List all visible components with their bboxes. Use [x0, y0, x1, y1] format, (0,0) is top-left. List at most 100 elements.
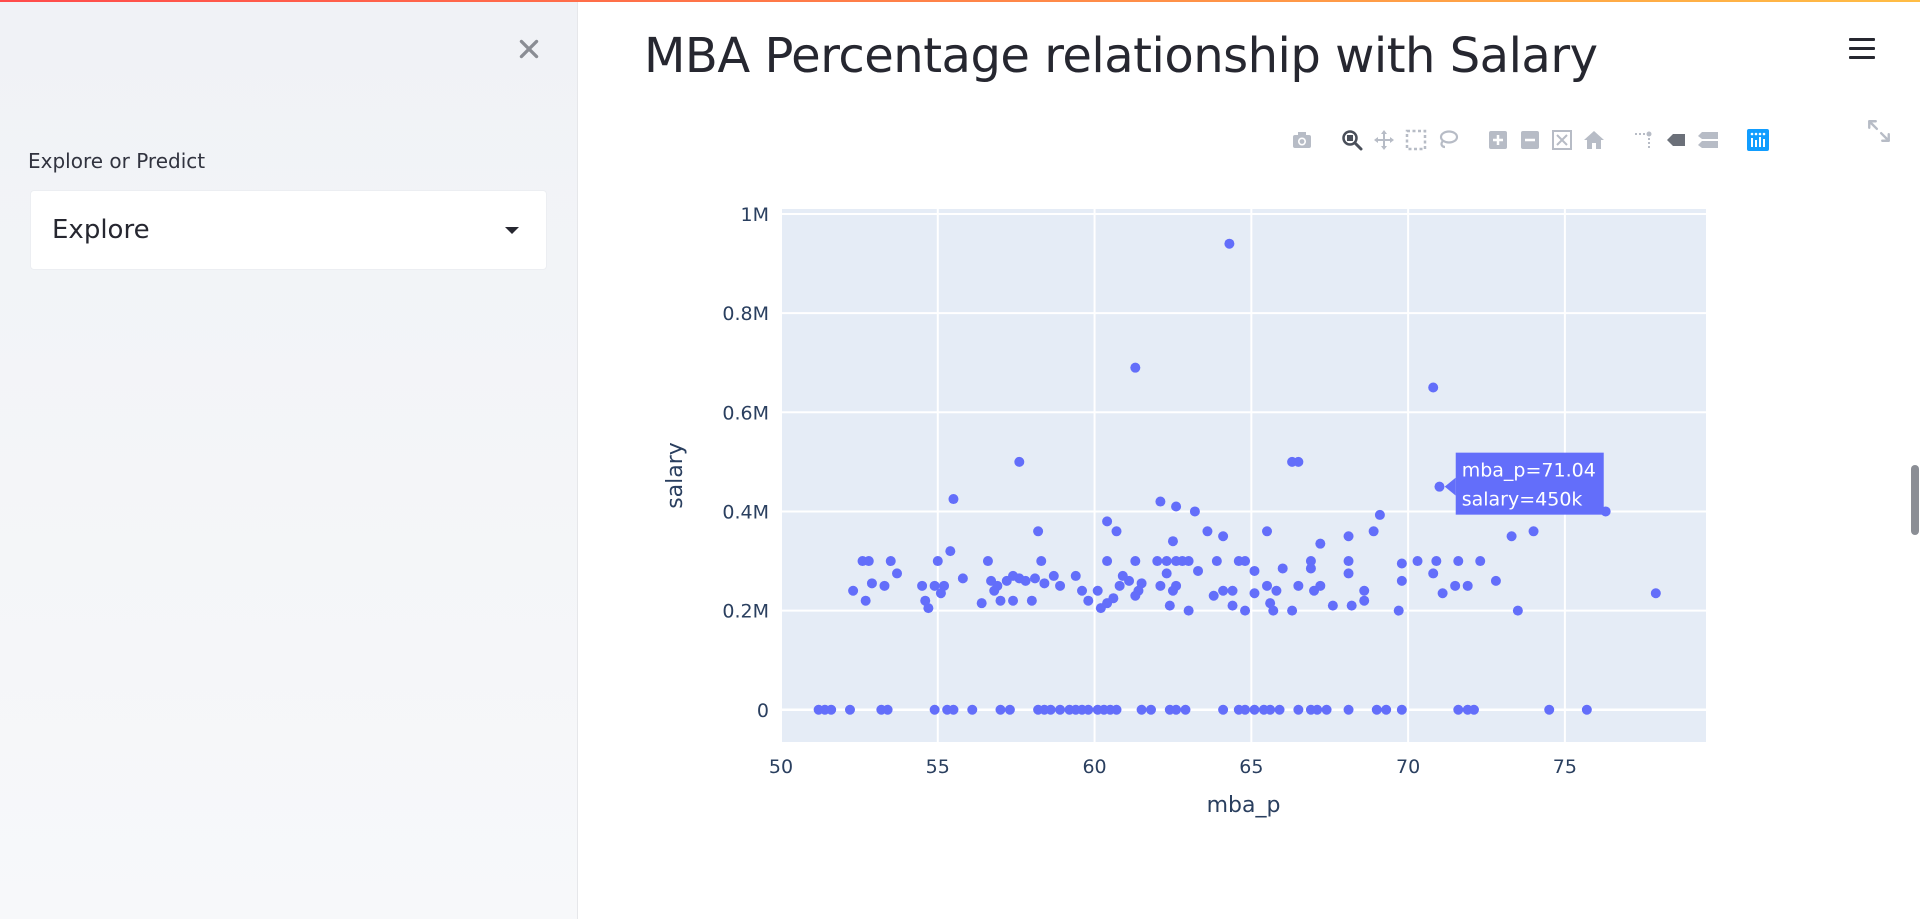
scatter-point[interactable]	[1412, 556, 1423, 567]
scatter-point[interactable]	[1293, 580, 1304, 591]
scatter-point[interactable]	[1315, 580, 1326, 591]
scatter-point[interactable]	[1218, 531, 1229, 542]
autoscale-button[interactable]	[1546, 124, 1578, 156]
scatter-point[interactable]	[1033, 526, 1044, 537]
scatter-point[interactable]	[1359, 595, 1370, 606]
scatter-point[interactable]	[1262, 526, 1273, 537]
sidebar-close-button[interactable]	[510, 30, 548, 68]
scatter-point[interactable]	[1343, 531, 1354, 542]
reset-axes-button[interactable]	[1578, 124, 1610, 156]
scatter-point[interactable]	[1359, 585, 1370, 596]
scatter-point[interactable]	[1262, 580, 1273, 591]
scatter-point[interactable]	[1490, 575, 1501, 586]
scatter-point[interactable]	[1114, 580, 1125, 591]
scatter-point[interactable]	[1183, 556, 1194, 567]
scatter-point[interactable]	[1396, 558, 1407, 569]
scatter-point[interactable]	[1202, 526, 1213, 537]
scatter-point[interactable]	[1070, 570, 1081, 581]
scatter-point[interactable]	[1327, 600, 1338, 611]
scatter-point[interactable]	[1475, 556, 1486, 567]
scatter-point[interactable]	[992, 580, 1003, 591]
scatter-point[interactable]	[1218, 704, 1229, 715]
scatter-point[interactable]	[1293, 456, 1304, 467]
scatter-point[interactable]	[1346, 600, 1357, 611]
scatter-point[interactable]	[1428, 568, 1439, 579]
fullscreen-button[interactable]	[1862, 114, 1896, 148]
scatter-point[interactable]	[1453, 704, 1464, 715]
scatter-point[interactable]	[1014, 456, 1025, 467]
page-scrollbar[interactable]	[1911, 465, 1919, 535]
scatter-point[interactable]	[1650, 588, 1661, 599]
scatter-point[interactable]	[1108, 593, 1119, 604]
scatter-point[interactable]	[1048, 570, 1059, 581]
scatter-point[interactable]	[1020, 575, 1031, 586]
scatter-point[interactable]	[1183, 605, 1194, 616]
scatter-point[interactable]	[1208, 590, 1219, 601]
scatter-point[interactable]	[1271, 585, 1282, 596]
scatter-point[interactable]	[1305, 556, 1316, 567]
scatter-point[interactable]	[1036, 556, 1047, 567]
scatter-point[interactable]	[1111, 526, 1122, 537]
scatter-point[interactable]	[1004, 704, 1015, 715]
scatter-point[interactable]	[1152, 556, 1163, 567]
scatter-point[interactable]	[1434, 481, 1445, 492]
scatter-point[interactable]	[1171, 704, 1182, 715]
scatter-point[interactable]	[929, 580, 940, 591]
scatter-point[interactable]	[1083, 595, 1094, 606]
scatter-point[interactable]	[929, 704, 940, 715]
scatter-point[interactable]	[1393, 605, 1404, 616]
scatter-point[interactable]	[1130, 590, 1141, 601]
scatter-point[interactable]	[1249, 588, 1260, 599]
scatter-point[interactable]	[995, 704, 1006, 715]
scatter-point[interactable]	[948, 494, 959, 505]
scatter-point[interactable]	[1381, 704, 1392, 715]
explore-predict-select[interactable]: Explore	[30, 190, 547, 270]
zoom-button[interactable]	[1336, 124, 1368, 156]
scatter-point[interactable]	[957, 573, 968, 584]
scatter-point[interactable]	[1233, 556, 1244, 567]
scatter-point[interactable]	[1008, 595, 1019, 606]
scatter-point[interactable]	[1512, 605, 1523, 616]
scatter-point[interactable]	[1171, 501, 1182, 512]
scatter-point[interactable]	[1164, 600, 1175, 611]
scatter-point[interactable]	[1371, 704, 1382, 715]
scatter-point[interactable]	[1026, 595, 1037, 606]
scatter-point[interactable]	[1130, 556, 1141, 567]
scatter-point[interactable]	[1462, 580, 1473, 591]
scatter-point[interactable]	[1136, 704, 1147, 715]
scatter-point[interactable]	[1249, 565, 1260, 576]
scatter-point[interactable]	[1249, 704, 1260, 715]
main-menu-button[interactable]	[1842, 30, 1882, 66]
scatter-point[interactable]	[1506, 531, 1517, 542]
scatter-point[interactable]	[967, 704, 978, 715]
scatter-point[interactable]	[1055, 704, 1066, 715]
scatter-point[interactable]	[1008, 570, 1019, 581]
scatter-point[interactable]	[1130, 362, 1141, 373]
scatter-point[interactable]	[885, 556, 896, 567]
scatter-point[interactable]	[982, 556, 993, 567]
scatter-point[interactable]	[1374, 509, 1385, 520]
scatter-point[interactable]	[1055, 580, 1066, 591]
scatter-point[interactable]	[1368, 526, 1379, 537]
zoom-out-button[interactable]	[1514, 124, 1546, 156]
scatter-point[interactable]	[1396, 575, 1407, 586]
scatter-point[interactable]	[860, 595, 871, 606]
scatter-point[interactable]	[1218, 585, 1229, 596]
scatter-point[interactable]	[935, 588, 946, 599]
scatter-point[interactable]	[1265, 704, 1276, 715]
scatter-point[interactable]	[1111, 704, 1122, 715]
scatter-point[interactable]	[1528, 526, 1539, 537]
scatter-point[interactable]	[863, 556, 874, 567]
scatter-point[interactable]	[932, 556, 943, 567]
scatter-point[interactable]	[1396, 704, 1407, 715]
lasso-select-button[interactable]	[1432, 124, 1464, 156]
scatter-point[interactable]	[1343, 704, 1354, 715]
scatter-point[interactable]	[1544, 704, 1555, 715]
scatter-point[interactable]	[879, 580, 890, 591]
scatter-point[interactable]	[892, 568, 903, 579]
scatter-point[interactable]	[1146, 704, 1156, 715]
scatter-point[interactable]	[1167, 536, 1178, 547]
scatter-point[interactable]	[1287, 605, 1298, 616]
scatter-point[interactable]	[1437, 588, 1448, 599]
scatter-point[interactable]	[1155, 496, 1166, 507]
